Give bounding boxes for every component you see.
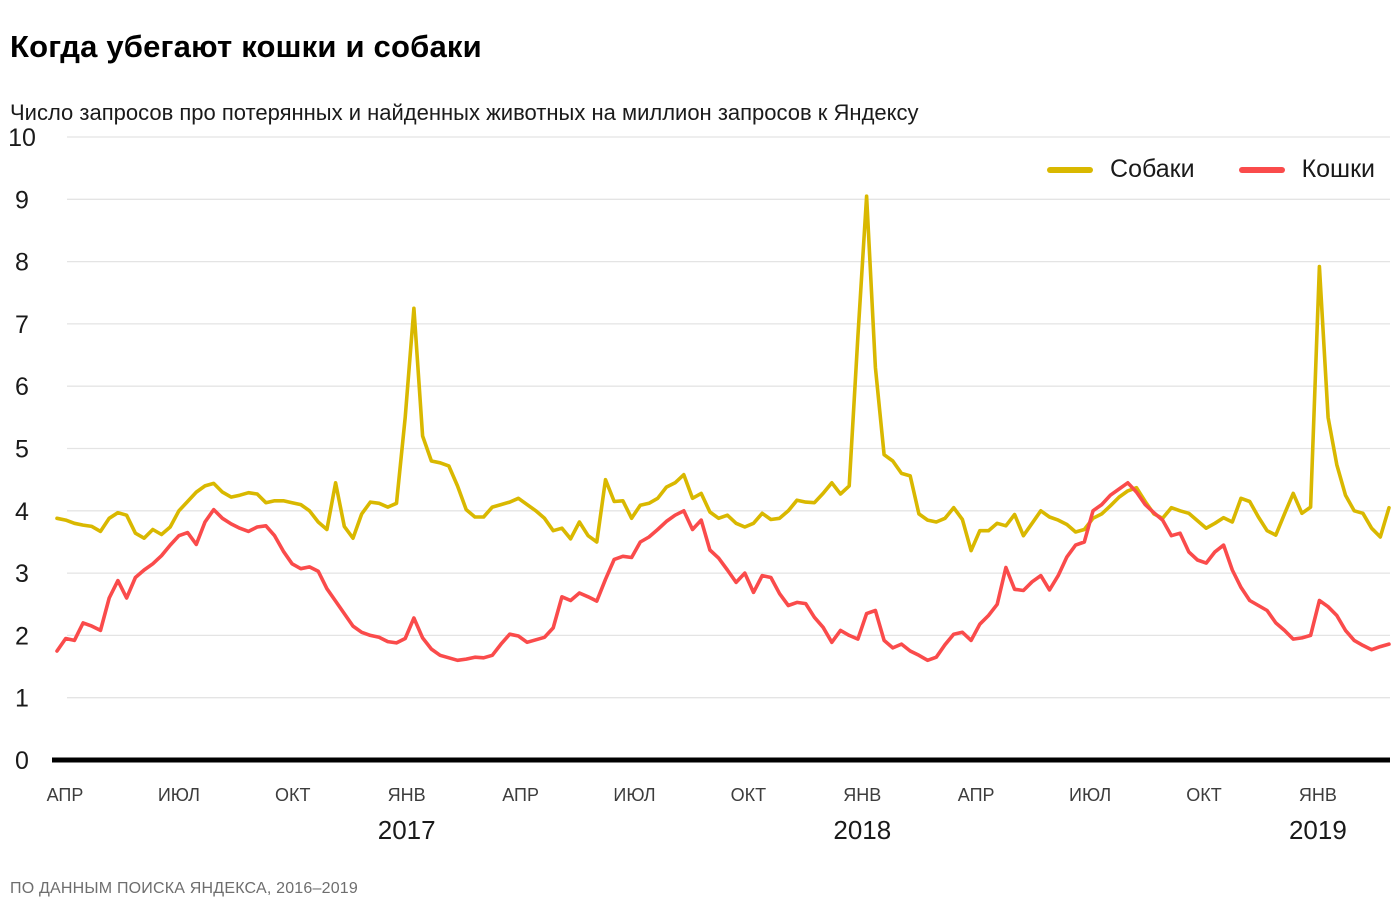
legend-label-dogs: Собаки xyxy=(1110,155,1195,183)
y-axis-tick-label: 7 xyxy=(15,311,29,339)
y-axis-tick-label: 5 xyxy=(15,436,29,464)
chart-legend: Собаки Кошки xyxy=(1047,155,1375,184)
chart-title: Когда убегают кошки и собаки xyxy=(10,28,482,64)
x-month-label: ИЮЛ xyxy=(158,785,200,805)
chart-subtitle: Число запросов про потерянных и найденны… xyxy=(10,100,919,125)
year-label: 2017 xyxy=(378,815,436,845)
y-axis-tick-label: 0 xyxy=(15,747,29,775)
cats-line-swatch xyxy=(1238,166,1285,173)
x-month-label: АПР xyxy=(958,785,995,805)
data-source-note: ПО ДАННЫМ ПОИСКА ЯНДЕКСА, 2016–2019 xyxy=(10,880,358,897)
y-axis-tick-label: 8 xyxy=(15,249,29,277)
legend-item-cats[interactable]: Кошки xyxy=(1238,155,1375,184)
x-month-label: ИЮЛ xyxy=(613,785,655,805)
y-axis-tick-label: 10 xyxy=(8,124,36,152)
year-label: 2018 xyxy=(833,815,891,845)
x-month-label: АПР xyxy=(502,785,539,805)
y-axis-tick-label: 6 xyxy=(15,373,29,401)
x-month-label: ИЮЛ xyxy=(1069,785,1111,805)
legend-item-dogs[interactable]: Собаки xyxy=(1047,155,1195,184)
x-month-label: ЯНВ xyxy=(843,785,881,805)
y-axis-tick-label: 2 xyxy=(15,622,29,650)
x-month-label: ЯНВ xyxy=(1299,785,1337,805)
y-axis-tick-label: 1 xyxy=(15,685,29,713)
cats-line xyxy=(55,480,1391,663)
x-month-label: ЯНВ xyxy=(388,785,426,805)
dogs-line-swatch xyxy=(1047,166,1094,173)
x-month-label: ОКТ xyxy=(1186,785,1221,805)
x-month-label: АПР xyxy=(47,785,84,805)
year-label: 2019 xyxy=(1289,815,1347,845)
y-axis-tick-label: 9 xyxy=(15,186,29,214)
x-month-label: ОКТ xyxy=(275,785,310,805)
y-axis-tick-label: 3 xyxy=(15,560,29,588)
y-axis-tick-label: 4 xyxy=(15,498,29,526)
dogs-line xyxy=(55,194,1391,553)
x-month-label: ОКТ xyxy=(731,785,766,805)
legend-label-cats: Кошки xyxy=(1301,155,1375,183)
